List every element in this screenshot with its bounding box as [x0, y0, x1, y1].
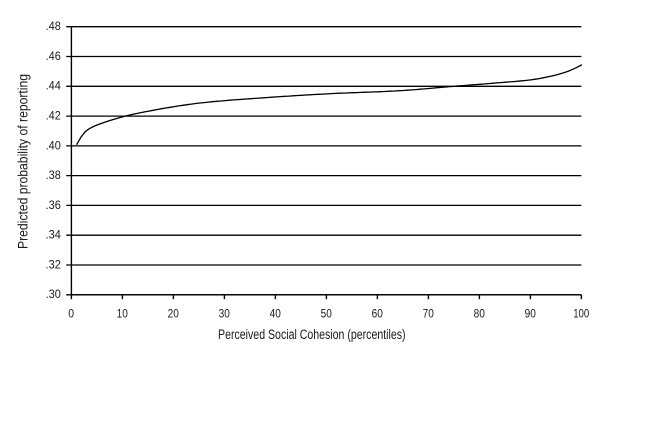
svg-text:.38: .38 — [46, 168, 61, 182]
svg-text:Perceived Social Cohesion (per: Perceived Social Cohesion (percentiles) — [218, 327, 406, 342]
svg-text:.32: .32 — [46, 257, 61, 271]
svg-text:10: 10 — [117, 306, 128, 320]
svg-text:.30: .30 — [46, 287, 61, 301]
svg-text:30: 30 — [219, 306, 230, 320]
svg-text:.48: .48 — [46, 19, 61, 33]
svg-text:80: 80 — [474, 306, 485, 320]
svg-text:0: 0 — [68, 306, 74, 320]
svg-text:20: 20 — [168, 306, 179, 320]
svg-text:Predicted probability of repor: Predicted probability of reporting — [16, 74, 31, 249]
svg-text:50: 50 — [321, 306, 332, 320]
svg-text:.42: .42 — [46, 109, 61, 123]
svg-text:90: 90 — [525, 306, 536, 320]
svg-text:.40: .40 — [46, 138, 61, 152]
svg-text:.36: .36 — [46, 198, 61, 212]
svg-text:60: 60 — [372, 306, 383, 320]
svg-text:.34: .34 — [46, 228, 61, 242]
svg-text:40: 40 — [270, 306, 281, 320]
svg-text:70: 70 — [423, 306, 434, 320]
svg-text:.46: .46 — [46, 49, 61, 63]
svg-text:100: 100 — [573, 306, 589, 320]
svg-text:.44: .44 — [46, 79, 61, 93]
